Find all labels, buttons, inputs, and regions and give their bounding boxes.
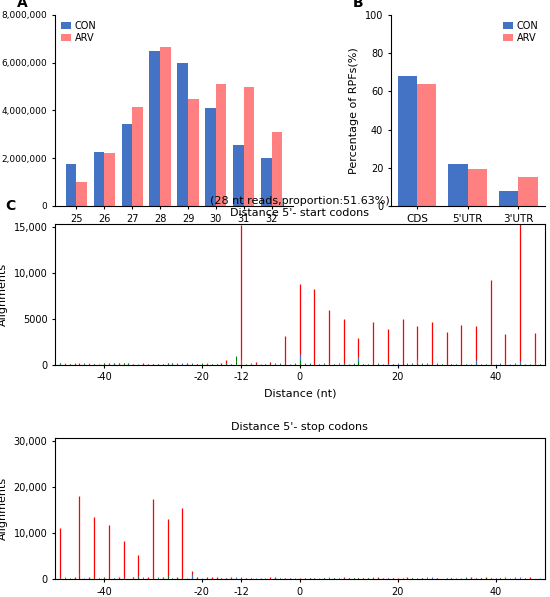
Bar <box>160 47 170 206</box>
Legend: CON, ARV: CON, ARV <box>60 20 97 44</box>
Text: C: C <box>6 199 16 213</box>
Bar <box>468 169 487 206</box>
Text: B: B <box>353 0 363 10</box>
Legend: CON, ARV: CON, ARV <box>502 20 540 44</box>
Bar <box>94 152 104 206</box>
Bar <box>398 76 417 206</box>
Bar <box>150 51 160 206</box>
Bar <box>205 108 216 206</box>
Bar <box>233 145 244 206</box>
Text: A: A <box>17 0 28 10</box>
Bar <box>244 87 254 206</box>
Bar <box>122 124 132 206</box>
Title: (28 nt reads,proportion:51.63%)
Distance 5'- start codons: (28 nt reads,proportion:51.63%) Distance… <box>210 196 389 217</box>
Bar <box>66 164 76 206</box>
Bar <box>272 132 282 206</box>
Bar <box>104 153 115 206</box>
Y-axis label: Alignments: Alignments <box>0 263 8 326</box>
X-axis label: Distance (nt): Distance (nt) <box>263 388 336 398</box>
Title: Distance 5'- stop codons: Distance 5'- stop codons <box>232 422 368 432</box>
Bar <box>132 107 143 206</box>
Bar <box>177 63 188 206</box>
Bar <box>76 182 87 206</box>
Y-axis label: Percentage of RPFs(%): Percentage of RPFs(%) <box>349 47 359 174</box>
Bar <box>261 158 272 206</box>
X-axis label: RPF length  (nt): RPF length (nt) <box>130 229 218 239</box>
Bar <box>448 164 467 206</box>
Y-axis label: Alignments: Alignments <box>0 477 8 540</box>
Bar <box>216 84 227 206</box>
Bar <box>188 99 199 206</box>
Bar <box>518 177 537 206</box>
Bar <box>499 190 518 206</box>
Bar <box>417 84 436 206</box>
